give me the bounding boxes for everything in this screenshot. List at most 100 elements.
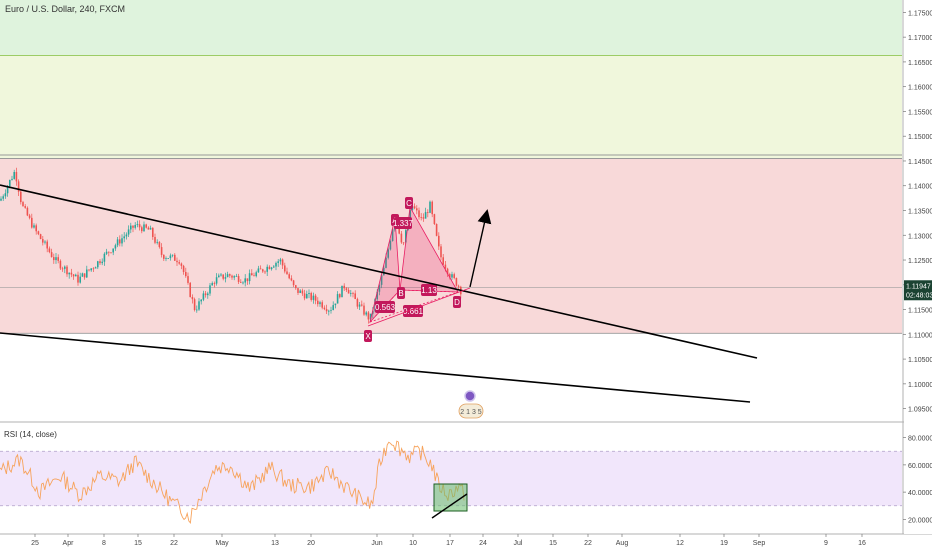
candle-body — [198, 301, 200, 310]
candle-body — [248, 273, 251, 282]
candle-body — [145, 224, 147, 228]
candle-body — [367, 312, 370, 320]
candle-body — [389, 241, 392, 250]
candle-body — [418, 210, 420, 218]
ratio-ac-bg — [394, 217, 412, 229]
candle-body — [55, 257, 57, 261]
candle-body — [325, 309, 328, 312]
candle-body — [92, 268, 95, 270]
pattern-xd — [369, 291, 459, 323]
price-tick-label: 1.11000 — [908, 332, 932, 339]
event-badge-text: 2 1 3 5 — [460, 409, 482, 416]
candle-body — [323, 307, 326, 310]
candle-body — [312, 295, 315, 300]
candle-body — [376, 291, 378, 300]
price-tick-label: 1.10000 — [908, 382, 932, 389]
candle-body — [235, 276, 238, 277]
pattern-point-b-bg — [397, 287, 405, 299]
ratio-xb-bg — [375, 301, 395, 313]
candle-body — [303, 293, 306, 299]
candle-body — [37, 231, 40, 235]
candle-body — [281, 259, 284, 266]
time-tick-label: 25 — [31, 540, 39, 547]
price-tick-label: 1.15500 — [908, 109, 932, 116]
price-tick-label: 1.13000 — [908, 233, 932, 240]
candle-body — [213, 283, 216, 284]
candle-body — [88, 269, 90, 271]
candle-body — [455, 277, 458, 286]
candle-body — [257, 268, 260, 273]
time-tick-label: 22 — [170, 540, 178, 547]
candle-body — [259, 268, 262, 270]
candle-body — [270, 267, 273, 270]
candle-body — [372, 310, 374, 314]
candle-body — [453, 274, 455, 278]
countdown-label: 02:48:03 — [906, 292, 932, 299]
candle-body — [365, 312, 367, 315]
candle-body — [334, 303, 337, 306]
rsi-trendline — [431, 493, 468, 519]
candle-body — [90, 268, 92, 271]
candle-body — [222, 274, 224, 279]
candle-body — [138, 224, 141, 228]
ratio-bd-bg — [421, 284, 437, 296]
candle-body — [189, 282, 191, 297]
candle-body — [11, 178, 13, 180]
pattern-point-x-bg — [364, 330, 372, 342]
candle-body — [380, 275, 383, 285]
time-axis-bg — [0, 535, 932, 550]
rsi-tick-label: 60.0000 — [908, 463, 932, 470]
last-price-badge — [904, 280, 932, 301]
candle-body — [405, 230, 407, 243]
candle-body — [167, 258, 169, 259]
candle-body — [416, 208, 418, 211]
candle-body — [39, 234, 42, 240]
candle-body — [310, 292, 312, 300]
candle-body — [218, 275, 220, 278]
candle-body — [449, 274, 451, 278]
candle-body — [116, 239, 119, 246]
candle-body — [424, 212, 427, 219]
candle-body — [123, 236, 125, 239]
candle-body — [383, 267, 385, 276]
candle-body — [119, 239, 121, 244]
candle-body — [290, 278, 293, 281]
candle-body — [363, 305, 365, 315]
candle-body — [240, 281, 242, 283]
candle-body — [224, 277, 227, 279]
candle-body — [246, 278, 249, 282]
candle-body — [420, 217, 422, 218]
time-tick-label: 12 — [676, 540, 684, 547]
candle-body — [427, 212, 429, 213]
candle-body — [112, 248, 114, 253]
time-tick-label: 13 — [271, 540, 279, 547]
time-tick-label: 24 — [479, 540, 487, 547]
candle-body — [158, 241, 161, 248]
candle-body — [251, 273, 253, 276]
rsi-title: RSI (14, close) — [4, 430, 57, 439]
candle-body — [328, 310, 330, 312]
candle-body — [77, 274, 79, 283]
candle-body — [204, 293, 207, 296]
candle-body — [279, 259, 282, 262]
candle-body — [105, 251, 108, 254]
candle-body — [75, 274, 77, 277]
candle-body — [66, 266, 68, 275]
candle-body — [127, 229, 130, 235]
trendline-upper — [0, 184, 758, 359]
candle-body — [147, 227, 150, 230]
candle-body — [336, 294, 339, 304]
event-marker-icon[interactable] — [464, 390, 476, 402]
candle-body — [22, 202, 24, 207]
zone-1 — [0, 55, 902, 159]
event-badge[interactable] — [458, 403, 484, 419]
candle-body — [169, 255, 172, 259]
candle-body — [182, 265, 185, 272]
candle-body — [211, 283, 213, 286]
pattern-point-b: B — [397, 287, 405, 299]
candle-body — [35, 225, 37, 232]
candle-body — [99, 261, 101, 264]
candle-body — [152, 227, 154, 237]
rsi-line — [0, 440, 465, 525]
